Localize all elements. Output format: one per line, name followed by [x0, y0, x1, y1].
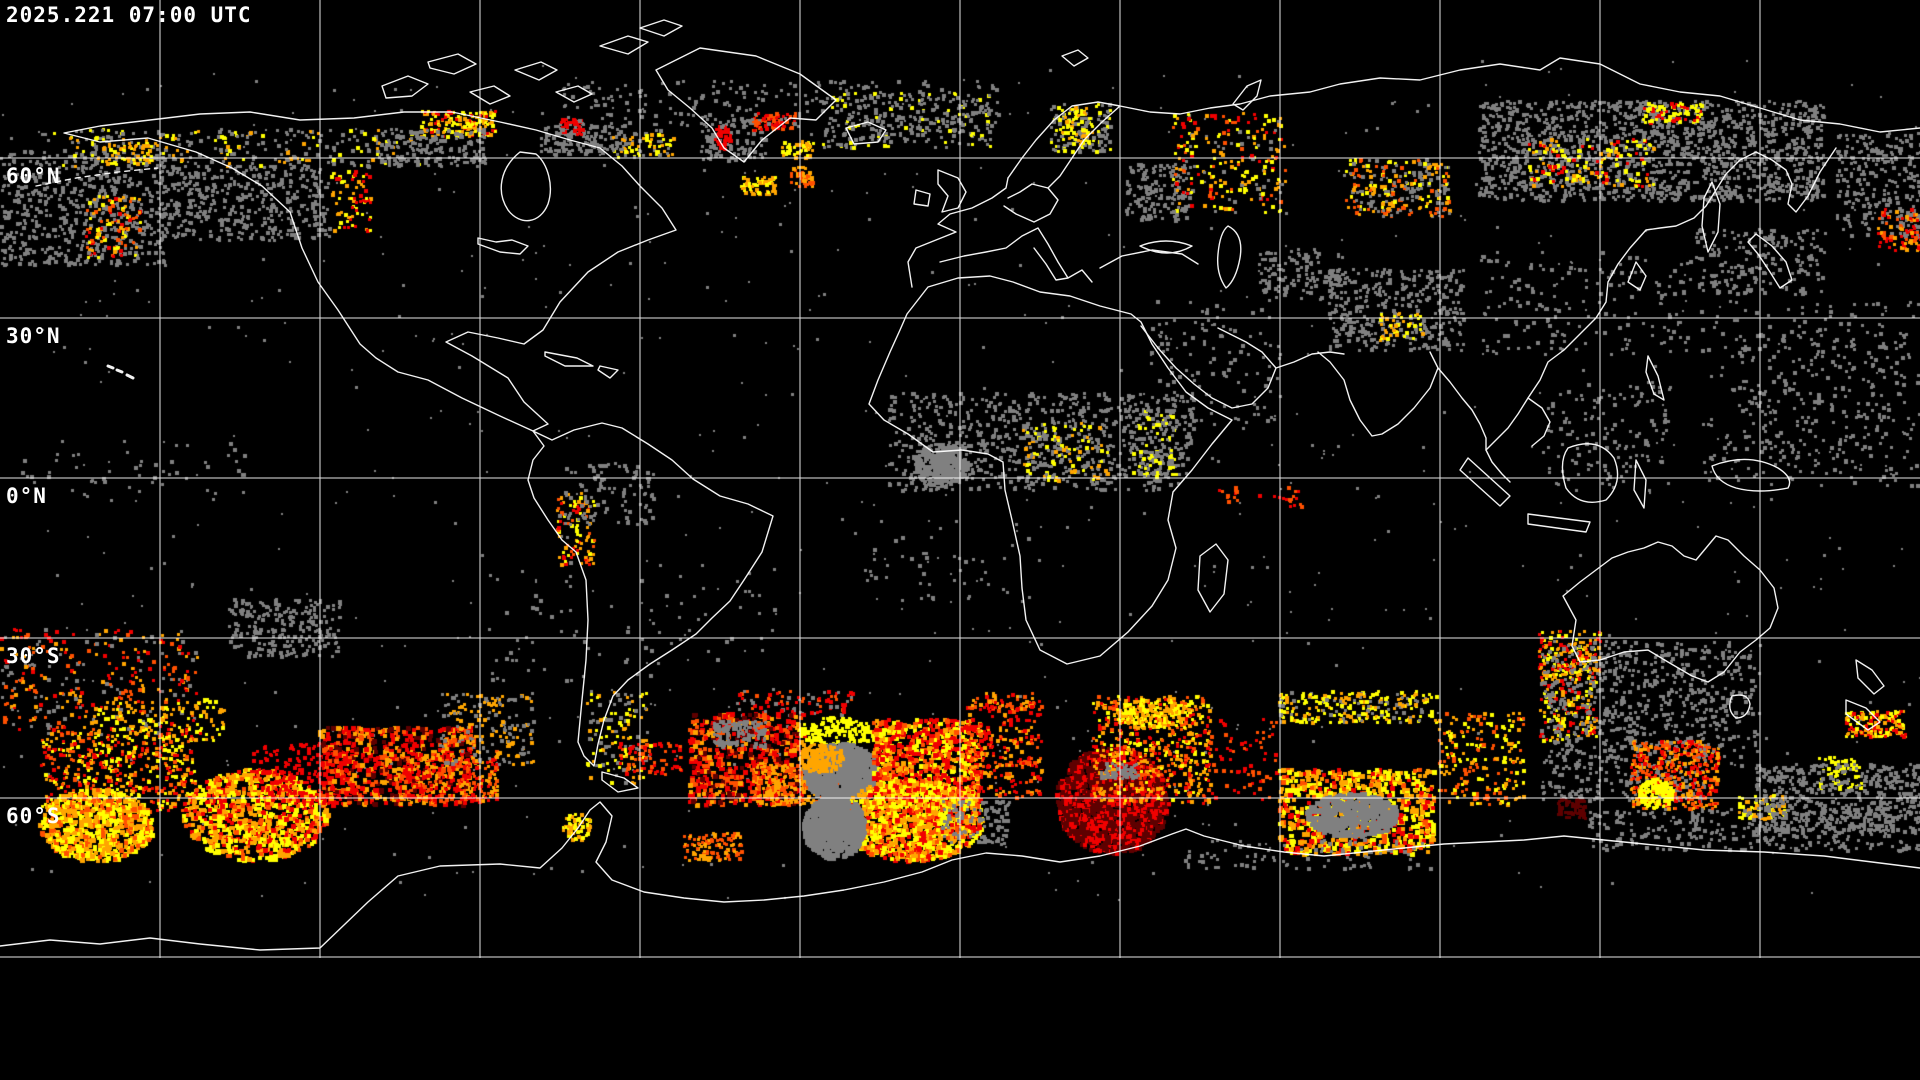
coast-novaya-zemlya: [1232, 79, 1262, 111]
coast-arctic-islands: [381, 19, 683, 105]
coast-caspian-sea: [1216, 225, 1242, 289]
coast-greenland: [655, 47, 837, 163]
coast-australia: [1562, 535, 1779, 683]
coast-aleutians: [35, 167, 159, 187]
coast-great-lakes: [477, 237, 529, 255]
lat-label-60s: 60°S: [6, 804, 61, 828]
coast-north-america: [63, 111, 677, 432]
coast-south-america: [527, 422, 774, 767]
coast-indochina: [1527, 397, 1551, 447]
coast-new-zealand: [1845, 659, 1885, 731]
coast-mediterranean-north: [939, 227, 1199, 283]
coast-east-asia: [1485, 147, 1837, 483]
coast-hudson-bay: [500, 151, 552, 222]
coast-japan: [1747, 233, 1793, 289]
coast-madagascar: [1197, 543, 1229, 613]
graticule-gridlines: [0, 0, 1920, 958]
lat-label-60n: 60°N: [6, 164, 61, 188]
coast-iceland: [845, 121, 887, 145]
coast-tasmania: [1729, 694, 1751, 719]
coast-caribbean: [544, 351, 619, 379]
legend: SLW Large Drop Index 13.5-16 16-19 19-22…: [0, 958, 1920, 1080]
coastlines-and-grid: [0, 0, 1920, 958]
coast-sakhalin: [1701, 181, 1721, 253]
coast-antarctica: [0, 801, 1920, 951]
coast-asia-arctic: [1119, 57, 1920, 133]
coast-scandinavia: [1007, 101, 1121, 199]
lat-label-0n: 0°N: [6, 484, 47, 508]
coast-hawaii: [106, 364, 135, 380]
lat-label-30n: 30°N: [6, 324, 61, 348]
coast-uk-ireland: [913, 169, 967, 213]
coastline-paths: [0, 19, 1920, 951]
coast-baltic: [1003, 187, 1059, 223]
coast-korea: [1627, 261, 1647, 291]
lat-label-30s: 30°S: [6, 644, 61, 668]
coast-europe-west: [907, 177, 1009, 288]
coast-africa: [868, 275, 1233, 665]
coast-svalbard: [1061, 49, 1089, 67]
coast-india: [1317, 351, 1487, 451]
coast-black-sea: [1139, 240, 1193, 254]
timestamp: 2025.221 07:00 UTC: [6, 3, 252, 27]
coast-indonesia: [1459, 355, 1791, 533]
coast-arabia: [1140, 325, 1345, 409]
coast-tierra-del-fuego: [601, 771, 639, 793]
world-map: 2025.221 07:00 UTC 60°N 30°N 0°N 30°S 60…: [0, 0, 1920, 958]
